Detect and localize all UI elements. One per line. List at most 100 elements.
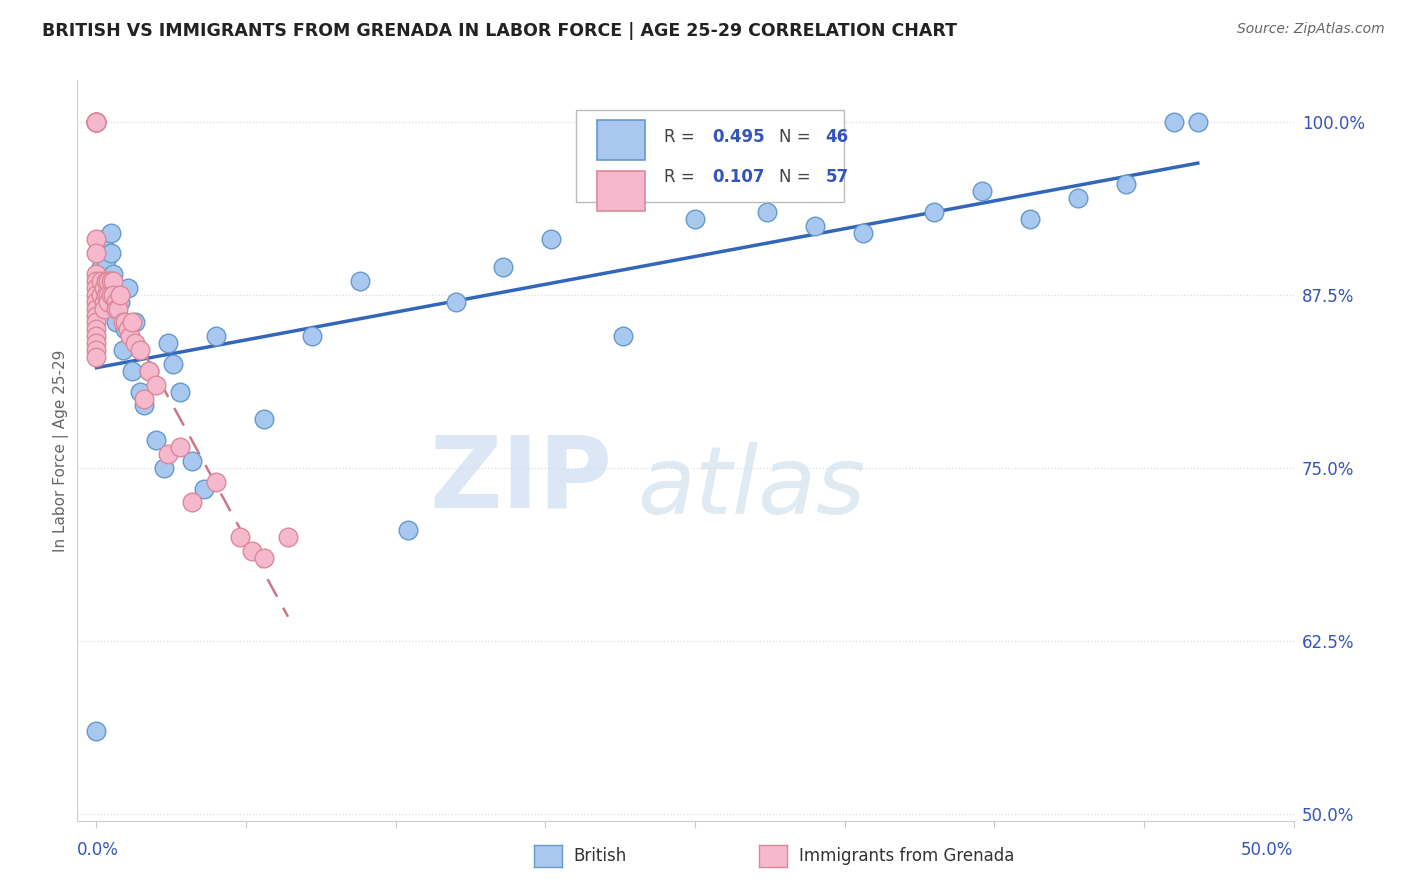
Point — [100, 274, 122, 288]
Text: 0.107: 0.107 — [713, 168, 765, 186]
Point — [107, 281, 129, 295]
Point — [114, 322, 136, 336]
Point — [86, 115, 108, 129]
Point — [145, 433, 167, 447]
Point — [117, 281, 139, 295]
Point — [86, 115, 108, 129]
Point — [86, 723, 108, 738]
Point — [145, 377, 167, 392]
Point — [134, 392, 156, 406]
Point — [138, 364, 160, 378]
Point — [86, 115, 108, 129]
Text: Immigrants from Grenada: Immigrants from Grenada — [799, 847, 1014, 865]
Point — [111, 315, 134, 329]
FancyBboxPatch shape — [576, 110, 844, 202]
Point — [86, 350, 108, 364]
Y-axis label: In Labor Force | Age 25-29: In Labor Force | Age 25-29 — [53, 350, 69, 551]
Point — [852, 226, 875, 240]
Text: British: British — [574, 847, 627, 865]
Point — [540, 232, 562, 246]
Text: Source: ZipAtlas.com: Source: ZipAtlas.com — [1237, 22, 1385, 37]
Point — [90, 274, 112, 288]
Point — [162, 357, 184, 371]
Point — [97, 274, 120, 288]
Point — [104, 301, 127, 316]
Point — [169, 384, 191, 399]
Point — [152, 460, 174, 475]
Point — [86, 301, 108, 316]
Point — [100, 287, 122, 301]
Point — [86, 315, 108, 329]
FancyBboxPatch shape — [596, 170, 645, 211]
Point — [124, 315, 146, 329]
Point — [492, 260, 515, 274]
Point — [1115, 177, 1137, 191]
Text: 0.495: 0.495 — [713, 128, 765, 146]
Text: ZIP: ZIP — [430, 432, 613, 529]
Point — [253, 412, 276, 426]
Point — [86, 287, 108, 301]
Point — [110, 294, 132, 309]
Point — [94, 274, 117, 288]
Text: 57: 57 — [825, 168, 848, 186]
Point — [104, 315, 127, 329]
Point — [124, 336, 146, 351]
Point — [100, 246, 122, 260]
Point — [240, 543, 263, 558]
Text: 46: 46 — [825, 128, 848, 146]
Point — [612, 329, 634, 343]
Point — [1187, 115, 1209, 129]
Point — [1067, 191, 1090, 205]
Point — [1019, 211, 1042, 226]
Point — [103, 274, 125, 288]
Point — [93, 232, 115, 246]
Point — [114, 315, 136, 329]
Point — [121, 364, 143, 378]
Point — [755, 204, 778, 219]
Point — [97, 287, 120, 301]
Point — [104, 294, 127, 309]
Point — [86, 232, 108, 246]
Point — [128, 343, 150, 358]
Point — [134, 399, 156, 413]
Point — [97, 274, 120, 288]
Point — [1163, 115, 1185, 129]
Point — [93, 294, 115, 309]
Point — [86, 329, 108, 343]
Point — [97, 294, 120, 309]
Point — [94, 253, 117, 268]
Point — [181, 454, 204, 468]
Point — [110, 287, 132, 301]
Point — [169, 440, 191, 454]
Text: N =: N = — [779, 168, 811, 186]
Point — [253, 550, 276, 565]
Point — [86, 246, 108, 260]
Point — [301, 329, 323, 343]
Point — [103, 267, 125, 281]
Point — [349, 274, 371, 288]
Point — [90, 260, 112, 274]
Point — [86, 281, 108, 295]
Point — [118, 329, 141, 343]
Text: atlas: atlas — [637, 442, 865, 533]
Point — [86, 267, 108, 281]
Point — [396, 523, 419, 537]
Point — [205, 329, 228, 343]
Point — [157, 447, 180, 461]
Point — [90, 287, 112, 301]
Point — [86, 309, 108, 323]
Point — [93, 301, 115, 316]
Point — [86, 336, 108, 351]
Point — [111, 343, 134, 358]
Text: R =: R = — [664, 128, 695, 146]
Point — [181, 495, 204, 509]
Point — [86, 115, 108, 129]
Point — [86, 322, 108, 336]
Point — [193, 482, 215, 496]
Point — [121, 315, 143, 329]
Text: N =: N = — [779, 128, 811, 146]
Point — [157, 336, 180, 351]
Point — [103, 287, 125, 301]
Point — [86, 294, 108, 309]
Point — [229, 530, 252, 544]
